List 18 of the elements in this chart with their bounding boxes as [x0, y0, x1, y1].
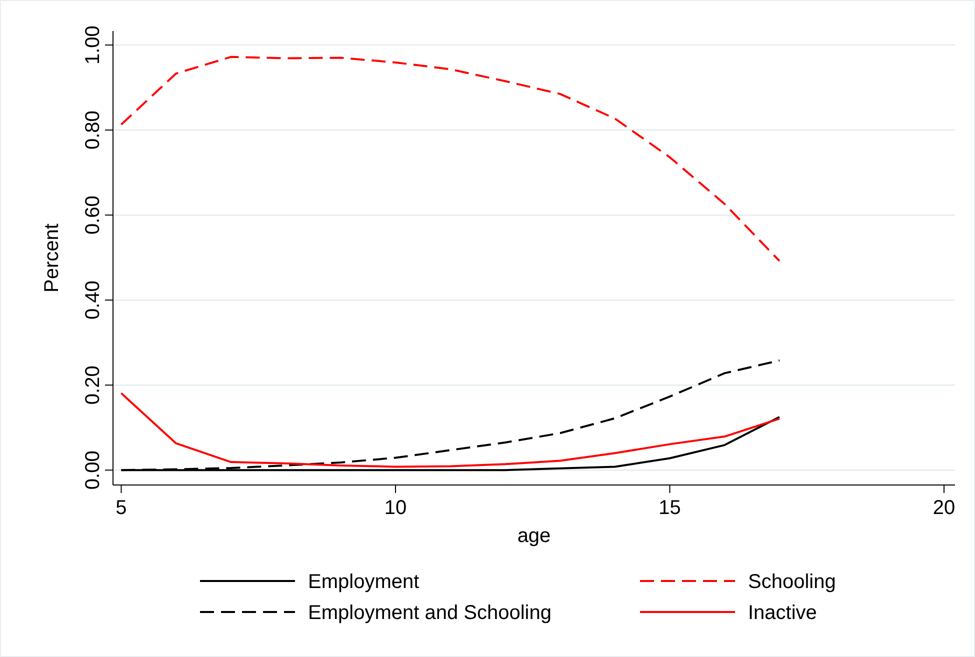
- y-tick-label: 0.20: [82, 366, 104, 405]
- legend-label: Employment and Schooling: [308, 602, 552, 624]
- y-axis-title: Percent: [41, 223, 63, 292]
- x-tick-label: 10: [384, 497, 407, 519]
- legend-label: Inactive: [748, 602, 817, 624]
- y-tick-label: 1.00: [82, 26, 104, 64]
- y-tick-label: 0.40: [82, 280, 104, 320]
- line-series: [120, 392, 780, 468]
- legend-label: Schooling: [748, 571, 836, 593]
- x-tick-label: 5: [116, 497, 127, 519]
- y-tick-label: 0.00: [82, 450, 104, 490]
- line-series: [120, 56, 780, 262]
- y-tick-label: 0.60: [82, 196, 104, 235]
- legend-label: Employment: [308, 571, 420, 593]
- x-tick-label: 20: [932, 497, 956, 519]
- x-axis-title: age: [517, 525, 551, 547]
- x-tick-label: 15: [658, 497, 681, 519]
- y-tick-label: 0.80: [82, 110, 104, 150]
